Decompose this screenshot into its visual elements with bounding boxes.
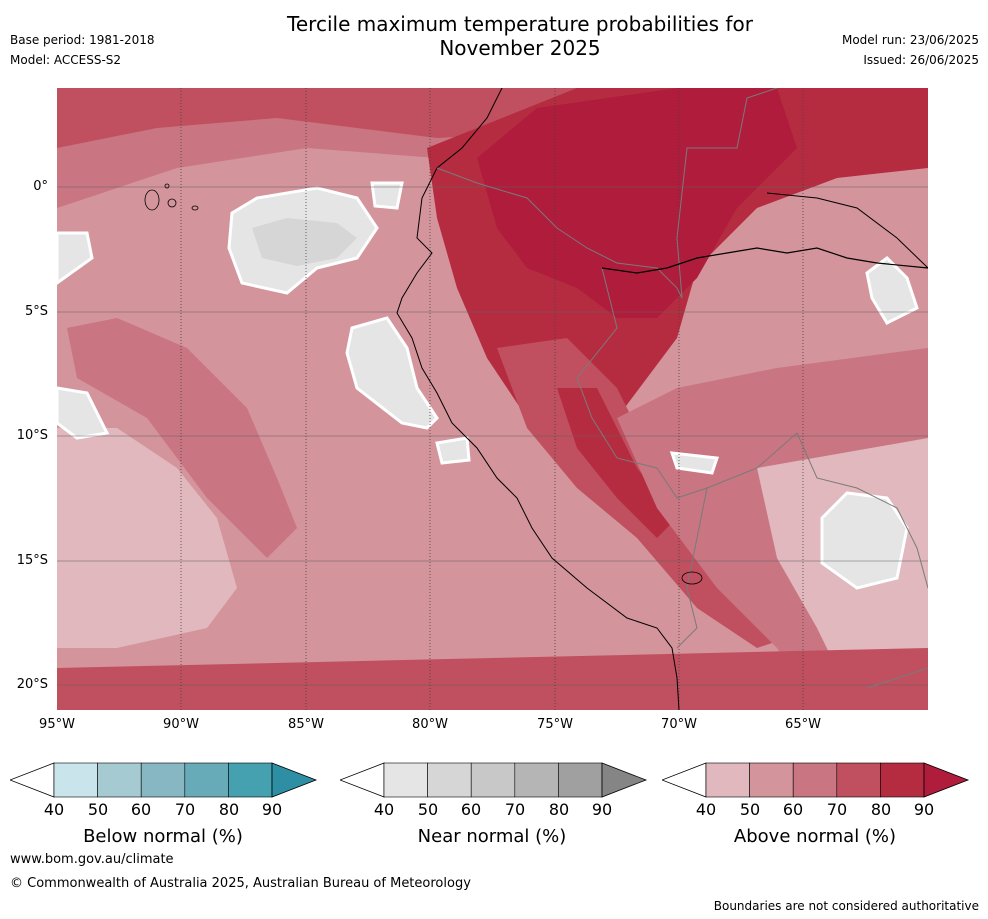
colorbar-tick: 70	[174, 800, 196, 819]
colorbar-above-normal-label: Above normal (%)	[733, 826, 897, 847]
colorbar-extend-high	[923, 762, 970, 798]
colorbar-extend-high	[271, 762, 318, 798]
colorbar-tick: 50	[87, 800, 109, 819]
header-right-meta: Model run: 23/06/2025 Issued: 26/06/2025	[842, 30, 979, 70]
river-line	[766, 192, 928, 269]
colorbar-tick: 60	[130, 800, 152, 819]
contour-band	[557, 388, 677, 538]
colorbar-bin	[514, 762, 559, 798]
near-normal-patch	[435, 436, 471, 465]
lat-gridlines	[57, 186, 928, 686]
lon-label-65w: 65°W	[785, 717, 821, 732]
colorbar-near-normal-label: Near normal (%)	[417, 826, 567, 847]
contour-band	[477, 88, 797, 318]
galapagos-islands	[144, 183, 199, 211]
lon-label-70w: 70°W	[661, 717, 697, 732]
lat-label-5s: 5°S	[24, 304, 48, 319]
border-line	[436, 167, 683, 299]
colorbar-above-normal	[660, 762, 970, 802]
colorbar-tick: 80	[218, 800, 240, 819]
near-normal-patch	[820, 491, 909, 590]
colorbar-bin	[184, 762, 229, 798]
colorbar-bin	[140, 762, 186, 798]
base-period-label: Base period: 1981-2018	[10, 33, 155, 47]
colorbar-tick: 90	[913, 800, 935, 819]
river-line	[601, 247, 928, 274]
colorbar-tick: 80	[870, 800, 892, 819]
border-line	[866, 667, 928, 689]
lake-titicaca	[681, 571, 703, 585]
border-line	[796, 432, 928, 589]
colorbar-bin	[53, 762, 98, 798]
colorbar-below-normal	[8, 762, 318, 802]
lat-label-0: 0°	[33, 179, 48, 194]
colorbar-tick: 90	[591, 800, 613, 819]
colorbar-tick: 70	[826, 800, 848, 819]
colorbar-tick: 50	[417, 800, 439, 819]
contour-band	[57, 648, 928, 710]
colorbar-tick: 40	[43, 800, 65, 819]
colorbar-tick: 90	[261, 800, 283, 819]
model-label: Model: ACCESS-S2	[10, 53, 122, 67]
colorbar-bin	[427, 762, 472, 798]
colorbar-bin	[880, 762, 925, 798]
colorbar-bin	[228, 762, 273, 798]
lon-label-90w: 90°W	[163, 717, 199, 732]
colorbar-bin	[97, 762, 142, 798]
colorbar-bin	[705, 762, 750, 798]
lon-label-85w: 85°W	[288, 717, 324, 732]
border-line	[676, 88, 778, 299]
contour-band	[57, 428, 237, 648]
map-canvas	[57, 88, 928, 710]
near-normal-patch	[370, 181, 404, 210]
colorbar-extend-low	[8, 762, 55, 798]
colorbar-tick: 50	[739, 800, 761, 819]
colorbar-bin	[383, 762, 428, 798]
boundaries-disclaimer: Boundaries are not considered authoritat…	[713, 899, 979, 913]
colorbar-extend-low	[660, 762, 707, 798]
colorbar-tick: 60	[460, 800, 482, 819]
lon-label-80w: 80°W	[412, 717, 448, 732]
header-left-meta: Base period: 1981-2018 Model: ACCESS-S2	[10, 30, 155, 70]
contour-band	[67, 318, 297, 558]
colorbar-tick: 80	[548, 800, 570, 819]
lat-label-20s: 20°S	[16, 677, 48, 692]
colorbar-below-normal-scale	[8, 762, 318, 798]
colorbar-extend-high	[601, 762, 648, 798]
probability-map	[57, 88, 928, 710]
colorbar-bin	[558, 762, 603, 798]
colorbar-tick: 40	[695, 800, 717, 819]
map-title: Tercile maximum temperature probabilitie…	[287, 12, 753, 60]
colorbar-above-normal-scale	[660, 762, 970, 798]
lon-label-95w: 95°W	[39, 717, 75, 732]
issued-label: Issued: 26/06/2025	[863, 53, 979, 67]
border-line	[576, 267, 798, 499]
colorbar-extend-low	[338, 762, 385, 798]
copyright-text: © Commonwealth of Australia 2025, Austra…	[10, 876, 471, 891]
near-normal-patch	[57, 231, 94, 285]
lon-label-75w: 75°W	[537, 717, 573, 732]
colorbar-bin	[749, 762, 794, 798]
near-normal-patch	[252, 218, 357, 266]
colorbar-tick: 70	[504, 800, 526, 819]
colorbar-bin	[470, 762, 516, 798]
colorbar-below-normal-label: Below normal (%)	[83, 826, 243, 847]
colorbar-near-normal	[338, 762, 648, 802]
colorbar-bin	[792, 762, 838, 798]
near-normal-patch	[865, 256, 919, 325]
lat-label-10s: 10°S	[16, 428, 48, 443]
colorbar-near-normal-scale	[338, 762, 648, 798]
colorbar-tick: 40	[373, 800, 395, 819]
coastline	[396, 88, 680, 710]
website-link[interactable]: www.bom.gov.au/climate	[10, 852, 174, 867]
near-normal-patch	[345, 316, 439, 430]
near-normal-patch	[669, 451, 720, 475]
model-run-label: Model run: 23/06/2025	[841, 33, 979, 47]
border-line	[676, 487, 708, 649]
colorbar-bin	[836, 762, 881, 798]
near-normal-patch	[57, 386, 110, 440]
colorbar-tick: 60	[782, 800, 804, 819]
lat-label-15s: 15°S	[16, 553, 48, 568]
